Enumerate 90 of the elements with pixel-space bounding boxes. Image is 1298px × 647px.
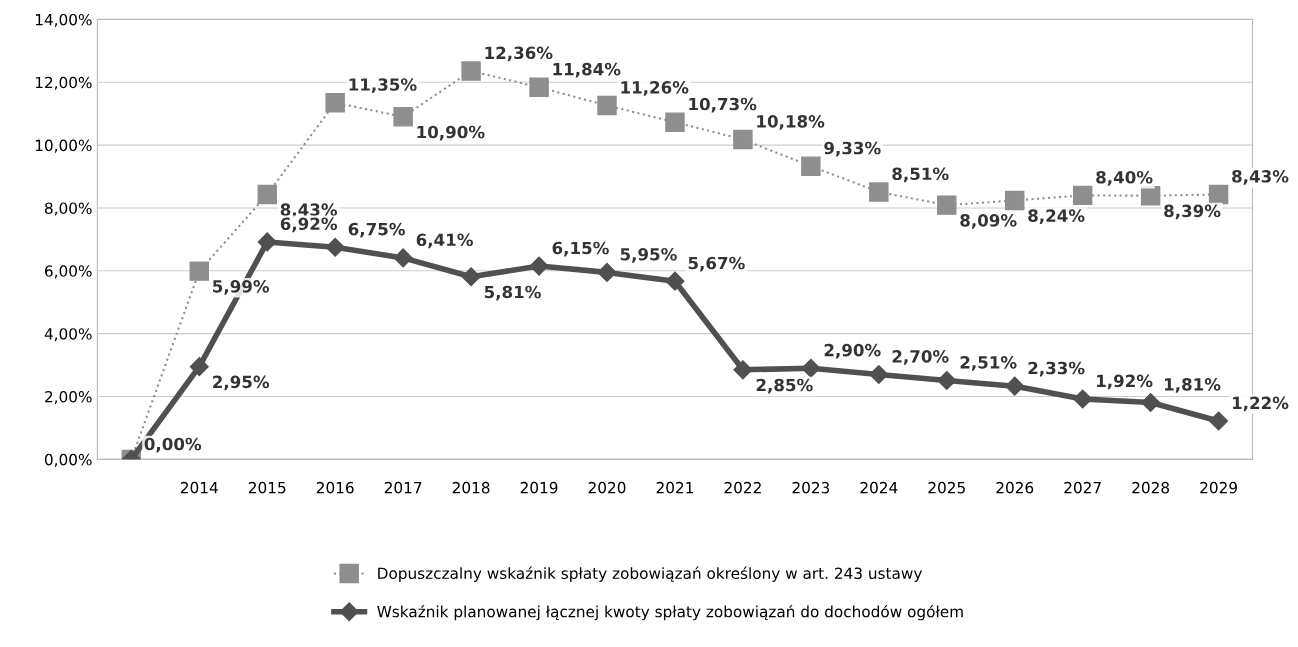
point — [529, 77, 549, 98]
x-tick-label: 2019 — [520, 481, 558, 494]
point — [1209, 411, 1229, 431]
data-label: 11,26% — [621, 81, 689, 96]
x-tick-label: 2017 — [384, 481, 422, 494]
data-label: 0,00% — [144, 437, 202, 453]
point — [733, 360, 753, 380]
point — [325, 92, 345, 113]
point — [597, 95, 617, 116]
data-label: 8,39% — [1164, 204, 1221, 220]
x-tick-label: 2029 — [1200, 481, 1237, 494]
point — [257, 232, 277, 252]
data-label: 8,40% — [1096, 170, 1153, 186]
x-tick-label: 2028 — [1132, 481, 1170, 494]
data-label: 8,09% — [960, 214, 1017, 229]
data-label: 2,85% — [756, 378, 813, 394]
point — [937, 195, 957, 215]
point — [869, 182, 889, 202]
point — [1005, 376, 1025, 396]
data-label: 2,33% — [1028, 361, 1085, 377]
y-tick-label: 10,00% — [35, 139, 92, 153]
point — [1072, 185, 1093, 206]
y-tick-label: 14,00% — [35, 13, 92, 27]
point — [1073, 389, 1093, 409]
data-label: 5,67% — [688, 256, 745, 272]
data-label: 2,70% — [892, 350, 949, 365]
data-label: 8,43% — [1232, 170, 1289, 185]
y-tick-label: 12,00% — [35, 76, 92, 90]
point — [393, 107, 413, 127]
point — [461, 61, 481, 81]
point — [665, 271, 685, 291]
x-tick-label: 2016 — [316, 481, 354, 494]
data-label: 6,92% — [280, 217, 338, 233]
x-tick-label: 2021 — [656, 481, 693, 494]
data-label: 2,95% — [213, 375, 270, 391]
y-tick-label: 2,00% — [45, 390, 92, 405]
point — [189, 261, 210, 281]
data-label: 5,99% — [213, 280, 270, 295]
point — [393, 248, 413, 268]
x-tick-label: 2018 — [452, 481, 490, 494]
data-label: 9,33% — [824, 141, 881, 157]
point — [801, 156, 821, 176]
point — [937, 370, 957, 391]
data-label: 10,90% — [417, 125, 485, 141]
legend-label: Dopuszczalny wskaźnik spłaty zobowiązań określony w art. 243 ustawy — [378, 566, 922, 582]
data-label: 1,92% — [1097, 374, 1153, 390]
data-label: 12,36% — [485, 46, 553, 62]
point — [1208, 184, 1229, 205]
data-label: 8,51% — [892, 167, 949, 183]
data-label: 6,15% — [552, 241, 609, 257]
data-label: 6,75% — [348, 222, 405, 238]
y-tick-label: 8,00% — [44, 202, 92, 216]
y-tick-label: 6,00% — [45, 265, 92, 279]
data-label: 2,90% — [824, 343, 881, 359]
y-tick-label: 4,00% — [44, 328, 92, 342]
point — [461, 267, 481, 287]
point — [189, 357, 209, 377]
data-label: 2,51% — [960, 356, 1017, 371]
point — [1141, 392, 1161, 413]
point — [733, 129, 753, 150]
point — [1005, 190, 1025, 211]
data-label: 8,43% — [280, 203, 338, 219]
legend-label: Wskaźnik planowanej łącznej kwoty spłaty zobowiązań do dochodów ogółem — [377, 604, 963, 621]
point — [869, 364, 889, 385]
data-label: 5,81% — [484, 285, 541, 301]
x-tick-label: 2022 — [724, 481, 761, 494]
point — [597, 262, 617, 282]
data-label: 1,81% — [1165, 378, 1221, 393]
x-tick-label: 2015 — [248, 481, 286, 494]
point — [665, 112, 685, 132]
x-tick-label: 2023 — [792, 481, 830, 494]
x-tick-label: 2020 — [588, 481, 626, 494]
data-label: 8,24% — [1028, 209, 1085, 225]
x-tick-label: 2024 — [860, 481, 898, 494]
x-tick-label: 2014 — [180, 481, 218, 494]
x-tick-label: 2026 — [996, 481, 1034, 494]
point — [801, 358, 821, 378]
data-label: 5,95% — [620, 247, 677, 263]
data-label: 6,41% — [416, 233, 473, 249]
data-label: 10,73% — [689, 97, 757, 113]
data-label: 11,84% — [553, 62, 621, 78]
data-label: 10,18% — [757, 115, 825, 130]
y-tick-label: 0,00% — [44, 453, 92, 467]
data-label: 11,35% — [349, 78, 417, 93]
data-label: 1,22% — [1232, 396, 1289, 412]
x-tick-label: 2025 — [928, 481, 965, 494]
point — [257, 184, 277, 205]
x-tick-label: 2027 — [1064, 481, 1101, 494]
point — [529, 256, 549, 276]
point — [325, 237, 345, 257]
